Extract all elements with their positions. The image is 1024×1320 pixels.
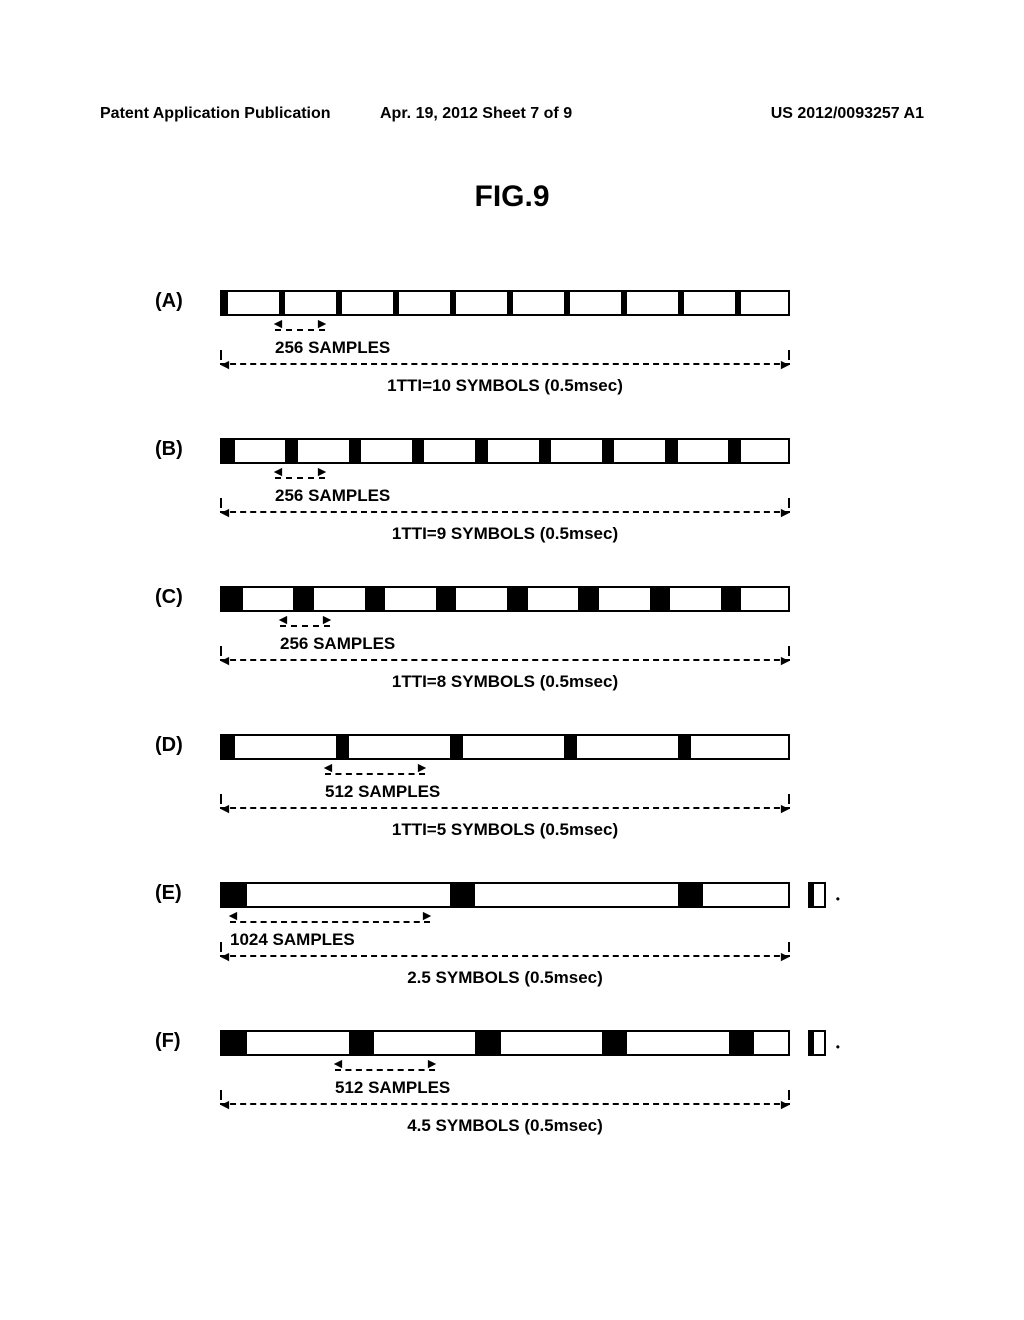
- diagram-letter: (D): [155, 734, 183, 757]
- data-samples-label: ◄► 256 SAMPLES: [220, 466, 875, 506]
- diagram-letter: (A): [155, 290, 183, 313]
- partial-symbol-box: [808, 882, 826, 908]
- cp-block: [507, 588, 528, 610]
- cp-block: [678, 736, 691, 758]
- cp-block: [450, 736, 463, 758]
- cp-block: [564, 736, 577, 758]
- cp-block: [285, 440, 298, 462]
- tti-span-arrow: ◄►: [220, 356, 790, 370]
- cp-block: [336, 736, 349, 758]
- cp-block: [665, 440, 678, 462]
- symbol-bar: [220, 734, 790, 760]
- diagram-(B): (B)→ ← 64 SAMPLES (11.1 μ sec)◄►256 SAMP…: [175, 438, 875, 544]
- samples-span-arrow: ◄►: [325, 767, 425, 779]
- cp-block: [735, 292, 741, 314]
- cp-block: [650, 588, 671, 610]
- trailing-dot: •: [836, 892, 840, 906]
- diagram-letter: (E): [155, 882, 182, 905]
- samples-span-arrow: ◄►: [275, 471, 325, 483]
- diagram-letter: (B): [155, 438, 183, 461]
- data-samples-label: ◄► 1024 SAMPLES: [220, 910, 875, 950]
- cp-block: [222, 736, 235, 758]
- tti-label: 1TTI=10 SYMBOLS (0.5msec): [220, 376, 790, 396]
- cp-block: [475, 440, 488, 462]
- data-samples-text: 256 SAMPLES: [275, 338, 390, 357]
- cp-block: [393, 292, 399, 314]
- cp-block: [721, 588, 742, 610]
- tti-span-arrow: ◄►: [220, 800, 790, 814]
- cp-block: [450, 292, 456, 314]
- diagram-(C): (C)→ ← 104 SAMPLES (18.1 μ sec)◄►256 SAM…: [175, 586, 875, 692]
- tti-label: 1TTI=5 SYMBOLS (0.5msec): [220, 820, 790, 840]
- diagram-(D): (D)→ ← 64 SAMPLES (11.1 μ sec)◄►512 SAMP…: [175, 734, 875, 840]
- data-samples-label: ◄► 512 SAMPLES: [220, 1058, 875, 1098]
- cp-block: [293, 588, 314, 610]
- symbol-bar: [220, 586, 790, 612]
- data-samples-text: 512 SAMPLES: [325, 782, 440, 801]
- cp-block: [436, 588, 457, 610]
- cp-block: [222, 588, 243, 610]
- diagram-letter: (F): [155, 1030, 181, 1053]
- cp-block: [578, 588, 599, 610]
- cp-block: [621, 292, 627, 314]
- figure-title: FIG.9: [474, 180, 549, 214]
- cp-block: [279, 292, 285, 314]
- cp-block: [602, 1032, 627, 1054]
- header-left: Patent Application Publication: [100, 105, 331, 123]
- cp-block: [222, 1032, 247, 1054]
- cp-block: [678, 292, 684, 314]
- cp-block: [450, 884, 475, 906]
- cp-block: [222, 440, 235, 462]
- cp-block: [678, 884, 703, 906]
- cp-block: [349, 440, 362, 462]
- diagram-(A): (A)→ ← 32 SAMPLES (5.6 μ sec)◄►256 SAMPL…: [175, 290, 875, 396]
- diagrams-container: (A)→ ← 32 SAMPLES (5.6 μ sec)◄►256 SAMPL…: [175, 260, 875, 1178]
- cp-block: [729, 1032, 754, 1054]
- cp-block: [365, 588, 386, 610]
- cp-block: [539, 440, 552, 462]
- cp-block: [349, 1032, 374, 1054]
- samples-span-arrow: ◄►: [275, 323, 325, 335]
- tti-span-arrow: ◄►: [220, 1096, 790, 1110]
- data-samples-text: 512 SAMPLES: [335, 1078, 450, 1097]
- data-samples-label: ◄► 512 SAMPLES: [220, 762, 875, 802]
- symbol-bar: •: [220, 1030, 790, 1056]
- diagram-(E): (E)→ ← 128 SAMPLES (22.2 μ sec)•◄►1024 S…: [175, 882, 875, 988]
- cp-block: [475, 1032, 500, 1054]
- samples-span-arrow: ◄►: [280, 619, 330, 631]
- tti-label: 1TTI=9 SYMBOLS (0.5msec): [220, 524, 790, 544]
- data-samples-label: ◄► 256 SAMPLES: [220, 318, 875, 358]
- diagram-(F): (F)→ ← 128 SAMPLES (22.2 μ sec)•◄►512 SA…: [175, 1030, 875, 1136]
- tti-span-arrow: ◄►: [220, 948, 790, 962]
- cp-block: [507, 292, 513, 314]
- cp-block: [412, 440, 425, 462]
- data-samples-text: 256 SAMPLES: [275, 486, 390, 505]
- cp-block: [728, 440, 741, 462]
- header-mid: Apr. 19, 2012 Sheet 7 of 9: [380, 105, 572, 123]
- cp-block: [336, 292, 342, 314]
- cp-block: [222, 884, 247, 906]
- tti-label: 4.5 SYMBOLS (0.5msec): [220, 1116, 790, 1136]
- samples-span-arrow: ◄►: [230, 915, 430, 927]
- data-samples-text: 256 SAMPLES: [280, 634, 395, 653]
- trailing-dot: •: [836, 1040, 840, 1054]
- cp-block: [222, 292, 228, 314]
- data-samples-text: 1024 SAMPLES: [230, 930, 355, 949]
- partial-symbol-box: [808, 1030, 826, 1056]
- diagram-letter: (C): [155, 586, 183, 609]
- header-right: US 2012/0093257 A1: [771, 105, 924, 123]
- tti-span-arrow: ◄►: [220, 652, 790, 666]
- cp-block: [564, 292, 570, 314]
- tti-label: 1TTI=8 SYMBOLS (0.5msec): [220, 672, 790, 692]
- symbol-bar: •: [220, 882, 790, 908]
- data-samples-label: ◄► 256 SAMPLES: [220, 614, 875, 654]
- tti-label: 2.5 SYMBOLS (0.5msec): [220, 968, 790, 988]
- tti-span-arrow: ◄►: [220, 504, 790, 518]
- symbol-bar: [220, 438, 790, 464]
- samples-span-arrow: ◄►: [335, 1063, 435, 1075]
- symbol-bar: [220, 290, 790, 316]
- cp-block: [602, 440, 615, 462]
